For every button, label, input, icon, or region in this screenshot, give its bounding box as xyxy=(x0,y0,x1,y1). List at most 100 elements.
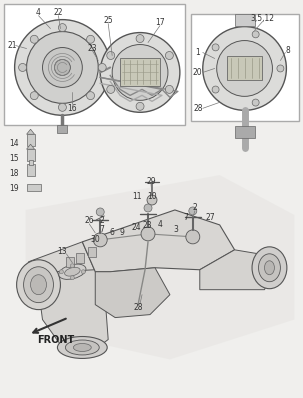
Text: 29: 29 xyxy=(146,177,156,185)
Text: 28: 28 xyxy=(133,303,143,312)
Ellipse shape xyxy=(59,264,86,279)
Text: 1: 1 xyxy=(195,48,200,57)
Text: 17: 17 xyxy=(155,18,165,27)
Text: 4: 4 xyxy=(36,8,41,17)
Circle shape xyxy=(18,63,27,72)
Text: 9: 9 xyxy=(120,228,125,237)
Circle shape xyxy=(81,270,85,274)
Circle shape xyxy=(58,23,66,31)
Circle shape xyxy=(70,276,74,280)
Text: 6: 6 xyxy=(110,228,115,237)
Ellipse shape xyxy=(65,340,99,355)
Circle shape xyxy=(252,99,259,106)
Text: 2: 2 xyxy=(192,203,197,213)
Ellipse shape xyxy=(258,254,280,282)
Bar xyxy=(235,14,255,25)
Circle shape xyxy=(165,51,173,59)
Circle shape xyxy=(277,65,284,72)
Text: 21: 21 xyxy=(8,41,17,50)
Text: 20: 20 xyxy=(193,68,203,77)
Polygon shape xyxy=(27,129,35,134)
Text: 8: 8 xyxy=(286,46,291,55)
Text: FRONT: FRONT xyxy=(37,334,74,345)
Text: 24: 24 xyxy=(131,223,141,232)
Circle shape xyxy=(70,264,74,268)
Bar xyxy=(76,253,84,263)
Text: 3,5,12: 3,5,12 xyxy=(251,14,275,23)
Text: 28: 28 xyxy=(193,104,202,113)
Text: 27: 27 xyxy=(206,213,215,222)
Circle shape xyxy=(93,233,107,247)
Text: 26: 26 xyxy=(85,217,94,225)
Text: 3: 3 xyxy=(173,225,178,234)
Circle shape xyxy=(15,20,110,115)
Circle shape xyxy=(58,103,66,111)
Text: 15: 15 xyxy=(9,154,18,163)
Circle shape xyxy=(27,31,98,103)
Polygon shape xyxy=(28,242,95,308)
Circle shape xyxy=(252,31,259,38)
Text: 14: 14 xyxy=(9,139,18,148)
Circle shape xyxy=(112,45,168,100)
Bar xyxy=(88,247,96,257)
Ellipse shape xyxy=(65,267,80,276)
Circle shape xyxy=(100,33,180,112)
Ellipse shape xyxy=(252,247,287,289)
Ellipse shape xyxy=(58,337,107,359)
Circle shape xyxy=(203,27,286,110)
Ellipse shape xyxy=(24,267,53,302)
Text: 18: 18 xyxy=(9,169,18,178)
Bar xyxy=(27,149,35,161)
Circle shape xyxy=(59,270,63,274)
Circle shape xyxy=(136,102,144,110)
Polygon shape xyxy=(95,268,170,318)
Circle shape xyxy=(144,204,152,212)
Text: 19: 19 xyxy=(9,183,18,193)
Bar xyxy=(28,160,32,165)
Bar xyxy=(66,257,74,267)
Circle shape xyxy=(147,195,157,205)
Circle shape xyxy=(136,35,144,43)
Polygon shape xyxy=(27,144,35,149)
Circle shape xyxy=(98,63,106,72)
Bar xyxy=(27,164,35,176)
Circle shape xyxy=(217,41,272,96)
Bar xyxy=(27,184,41,191)
Ellipse shape xyxy=(73,343,91,351)
Circle shape xyxy=(107,86,115,94)
Circle shape xyxy=(30,92,38,100)
Text: 2: 2 xyxy=(100,217,105,225)
Circle shape xyxy=(30,35,38,43)
Bar xyxy=(4,4,185,125)
Circle shape xyxy=(165,86,173,94)
Text: 30: 30 xyxy=(90,235,100,244)
Circle shape xyxy=(55,59,70,76)
Bar xyxy=(120,59,160,86)
Circle shape xyxy=(186,230,200,244)
Text: 25: 25 xyxy=(103,16,113,25)
Text: 22: 22 xyxy=(54,8,63,17)
Polygon shape xyxy=(82,210,235,272)
Text: 11: 11 xyxy=(132,191,142,201)
Bar xyxy=(27,134,35,146)
Polygon shape xyxy=(25,175,294,359)
Circle shape xyxy=(42,47,82,88)
Ellipse shape xyxy=(17,260,60,310)
Circle shape xyxy=(212,86,219,93)
Text: 10: 10 xyxy=(147,191,157,201)
Circle shape xyxy=(96,208,104,216)
Circle shape xyxy=(87,92,95,100)
Circle shape xyxy=(141,227,155,241)
Text: 23: 23 xyxy=(142,221,152,230)
Circle shape xyxy=(212,44,219,51)
Text: 16: 16 xyxy=(68,104,77,113)
Ellipse shape xyxy=(265,261,275,275)
Circle shape xyxy=(107,51,115,59)
Text: 13: 13 xyxy=(58,247,67,256)
Polygon shape xyxy=(38,270,108,355)
Bar xyxy=(235,126,255,138)
Circle shape xyxy=(87,35,95,43)
Bar xyxy=(227,57,262,80)
Circle shape xyxy=(189,207,197,215)
Text: 7: 7 xyxy=(183,213,188,222)
